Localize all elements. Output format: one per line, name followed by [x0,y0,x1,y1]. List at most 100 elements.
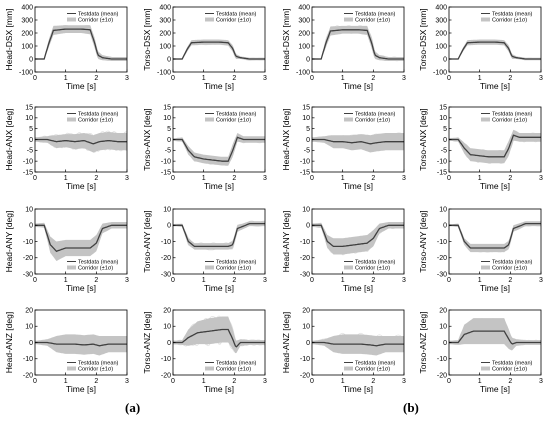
corridor-band [449,318,541,351]
legend: Testdata (mean)Corridor (±1σ) [344,112,396,124]
y-tick-label: -15 [161,169,171,176]
plot-area [449,221,541,253]
corridor-band [449,221,541,253]
y-tick-label: 5 [29,126,33,133]
y-tick-label: -100 [296,69,310,76]
mean-line [173,222,265,248]
legend-corridor-label: Corridor (±1σ) [355,367,390,373]
mean-line [449,330,541,345]
x-tick-label: 1 [202,277,206,284]
x-tick-label: 2 [94,378,98,385]
y-tick-label: -5 [27,148,33,155]
y-tick-label: -10 [437,356,447,363]
legend: Testdata (mean)Corridor (±1σ) [481,112,533,124]
y-tick-label: -15 [23,169,33,176]
x-tick-label: 0 [33,378,37,385]
legend-corridor-swatch [205,17,214,22]
x-axis-label: Time [s] [480,81,510,91]
x-tick-label: 1 [478,75,482,82]
y-tick-label: 20 [302,307,310,314]
y-tick-label: 0 [306,137,310,144]
y-tick-label: 10 [439,115,447,122]
x-axis-label: Time [s] [66,283,96,293]
x-tick-label: 1 [202,175,206,182]
legend-mean-label: Testdata (mean) [492,361,533,367]
mean-line [173,136,265,162]
y-tick-label: 10 [302,324,310,331]
legend-corridor-label: Corridor (±1σ) [355,18,390,24]
legend-mean-label: Testdata (mean) [216,12,257,18]
x-axis-label: Time [s] [480,384,510,394]
subplot-1-2: 0 1 2 3 -15 -10 -5 0 5 10 15 Time [s] Head-ANX [deg]… [281,104,406,191]
corridor-band [449,39,541,61]
y-tick-label: -100 [157,69,171,76]
subplot-3-2: 0 1 2 3 -20 -10 0 10 20 Time [s] Head-ANZ [deg] Tes… [281,307,406,394]
x-tick-label: 3 [263,277,267,284]
x-tick-label: 3 [125,75,129,82]
legend-corridor-label: Corridor (±1σ) [355,266,390,272]
x-tick-label: 3 [402,75,406,82]
x-tick-label: 0 [447,75,451,82]
legend-mean-label: Testdata (mean) [216,112,257,118]
corridor-band [312,133,404,153]
y-tick-label: 400 [435,4,447,11]
y-tick-label: -20 [23,372,33,379]
x-tick-label: 3 [539,378,543,385]
y-tick-label: 100 [298,43,310,50]
plot-area [173,220,265,251]
legend-mean-label: Testdata (mean) [78,260,119,266]
legend-mean-label: Testdata (mean) [78,112,119,118]
x-tick-label: 0 [447,378,451,385]
legend: Testdata (mean)Corridor (±1σ) [481,260,533,272]
corridor-band [173,221,265,250]
corridor-band [35,131,127,153]
x-axis-label: Time [s] [343,384,373,394]
mean-line [449,222,541,249]
x-tick-label: 1 [341,277,345,284]
legend-corridor-label: Corridor (±1σ) [492,118,527,124]
x-tick-label: 1 [478,378,482,385]
legend: Testdata (mean)Corridor (±1σ) [481,361,533,373]
mean-line [312,138,404,145]
legend: Testdata (mean)Corridor (±1σ) [67,361,119,373]
x-axis-label: Time [s] [343,181,373,191]
legend-corridor-swatch [67,17,76,22]
x-axis-label: Time [s] [204,81,234,91]
plot-area [449,318,541,351]
y-tick-label: -10 [161,356,171,363]
x-tick-label: 3 [402,175,406,182]
y-tick-label: 0 [167,340,171,347]
y-tick-label: -10 [437,159,447,166]
x-tick-label: 0 [33,277,37,284]
y-tick-label: 0 [167,223,171,230]
y-tick-label: 0 [167,56,171,63]
legend: Testdata (mean)Corridor (±1σ) [205,112,257,124]
legend-mean-label: Testdata (mean) [78,12,119,18]
x-axis-label: Time [s] [343,283,373,293]
x-tick-label: 0 [171,378,175,385]
x-tick-label: 2 [94,75,98,82]
y-tick-label: 10 [163,115,171,122]
corridor-band [173,39,265,61]
x-tick-label: 1 [478,175,482,182]
legend-corridor-swatch [205,117,214,122]
legend-corridor-label: Corridor (±1σ) [216,266,251,272]
subplot-2-2: 0 1 2 3 -30 -20 -10 0 10 Time [s] Head-ANY [deg] Te… [281,206,406,293]
legend-corridor-swatch [205,265,214,270]
legend: Testdata (mean)Corridor (±1σ) [344,12,396,24]
y-tick-label: 100 [159,43,171,50]
x-tick-label: 0 [447,175,451,182]
corridor-band [312,334,404,356]
x-axis-label: Time [s] [66,81,96,91]
y-tick-label: 0 [167,137,171,144]
plot-area [35,334,127,356]
x-tick-label: 3 [539,75,543,82]
legend: Testdata (mean)Corridor (±1σ) [205,361,257,373]
legend-corridor-label: Corridor (±1σ) [355,118,390,124]
plot-area [312,132,404,153]
x-tick-label: 2 [232,175,236,182]
plot-frame [172,6,266,73]
legend-corridor-swatch [344,366,353,371]
